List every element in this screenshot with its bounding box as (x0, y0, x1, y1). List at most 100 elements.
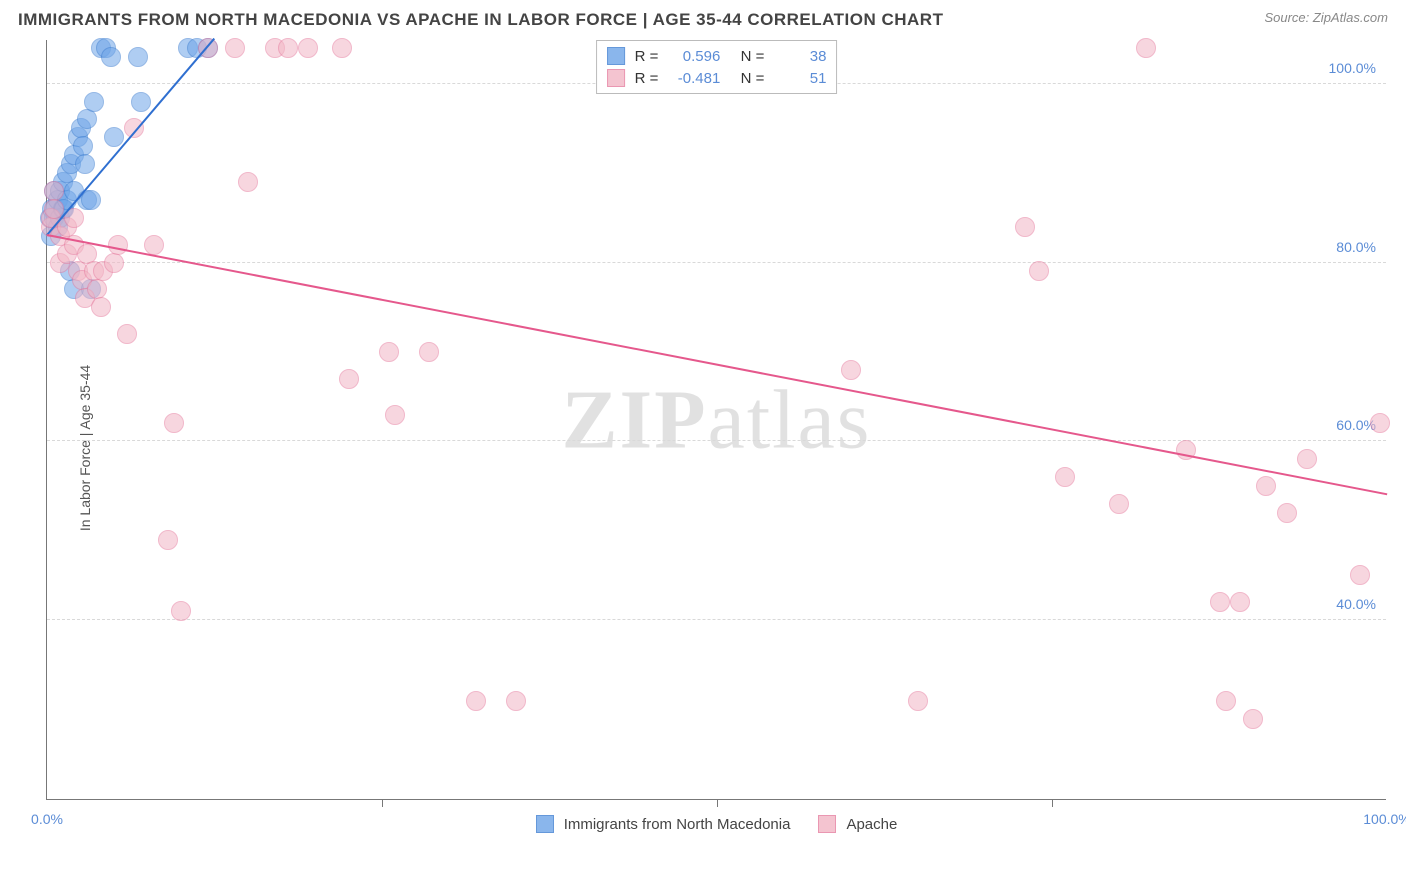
data-point (72, 270, 92, 290)
data-point (278, 38, 298, 58)
gridline (47, 619, 1386, 620)
data-point (419, 342, 439, 362)
legend-item-1: Apache (818, 815, 897, 833)
data-point (1230, 592, 1250, 612)
data-point (1216, 691, 1236, 711)
data-point (64, 181, 84, 201)
source-attribution: Source: ZipAtlas.com (1264, 10, 1388, 25)
data-point (75, 154, 95, 174)
data-point (1055, 467, 1075, 487)
data-point (506, 691, 526, 711)
n-label: N = (741, 70, 765, 87)
data-point (339, 369, 359, 389)
series-legend: Immigrants from North Macedonia Apache (47, 815, 1386, 833)
data-point (50, 181, 70, 201)
y-tick-label: 100.0% (1329, 60, 1376, 76)
legend-item-0: Immigrants from North Macedonia (536, 815, 791, 833)
data-point (164, 413, 184, 433)
data-point (81, 279, 101, 299)
data-point (332, 38, 352, 58)
data-point (68, 127, 88, 147)
data-point (104, 127, 124, 147)
data-point (68, 261, 88, 281)
data-point (1015, 217, 1035, 237)
data-point (1297, 449, 1317, 469)
n-value-1: 51 (770, 70, 826, 87)
legend-label-0: Immigrants from North Macedonia (564, 816, 791, 833)
data-point (238, 172, 258, 192)
source-label: Source: (1264, 10, 1312, 25)
data-point (53, 172, 73, 192)
data-point (1136, 38, 1156, 58)
data-point (91, 297, 111, 317)
x-tick (1052, 799, 1053, 807)
data-point (57, 163, 77, 183)
trend-line (47, 234, 1387, 495)
data-point (117, 324, 137, 344)
y-tick-label: 80.0% (1336, 239, 1376, 255)
r-label: R = (635, 70, 659, 87)
y-tick-label: 60.0% (1336, 417, 1376, 433)
swatch-icon (818, 815, 836, 833)
data-point (64, 279, 84, 299)
data-point (61, 154, 81, 174)
data-point (144, 235, 164, 255)
data-point (71, 118, 91, 138)
data-point (84, 261, 104, 281)
swatch-icon (607, 69, 625, 87)
data-point (50, 253, 70, 273)
data-point (41, 208, 61, 228)
data-point (96, 38, 116, 58)
data-point (158, 530, 178, 550)
data-point (298, 38, 318, 58)
data-point (75, 288, 95, 308)
chart-title: IMMIGRANTS FROM NORTH MACEDONIA VS APACH… (18, 10, 943, 30)
stats-legend: R = 0.596 N = 38 R = -0.481 N = 51 (596, 40, 838, 94)
n-label: N = (741, 48, 765, 65)
r-value-0: 0.596 (664, 48, 720, 65)
data-point (1109, 494, 1129, 514)
scatter-plot: ZIPatlas R = 0.596 N = 38 R = -0.481 N =… (46, 40, 1386, 800)
watermark-bold: ZIP (562, 373, 708, 466)
data-point (77, 109, 97, 129)
data-point (101, 47, 121, 67)
watermark-light: atlas (708, 373, 872, 466)
data-point (1256, 476, 1276, 496)
data-point (87, 279, 107, 299)
n-value-0: 38 (770, 48, 826, 65)
r-label: R = (635, 48, 659, 65)
header-bar: IMMIGRANTS FROM NORTH MACEDONIA VS APACH… (0, 0, 1406, 34)
data-point (84, 92, 104, 112)
r-value-1: -0.481 (664, 70, 720, 87)
x-tick-label: 0.0% (31, 811, 63, 827)
data-point (104, 253, 124, 273)
data-point (225, 38, 245, 58)
stats-row-series-1: R = -0.481 N = 51 (607, 67, 827, 89)
data-point (1277, 503, 1297, 523)
data-point (841, 360, 861, 380)
gridline (47, 440, 1386, 441)
data-point (44, 181, 64, 201)
data-point (1210, 592, 1230, 612)
data-point (81, 190, 101, 210)
legend-label-1: Apache (846, 816, 897, 833)
data-point (93, 261, 113, 281)
data-point (1243, 709, 1263, 729)
data-point (44, 181, 64, 201)
data-point (91, 38, 111, 58)
data-point (131, 92, 151, 112)
x-tick (717, 799, 718, 807)
data-point (1029, 261, 1049, 281)
x-tick (382, 799, 383, 807)
swatch-icon (536, 815, 554, 833)
data-point (64, 145, 84, 165)
data-point (178, 38, 198, 58)
x-tick-label: 100.0% (1363, 811, 1406, 827)
data-point (42, 199, 62, 219)
y-tick-label: 40.0% (1336, 596, 1376, 612)
data-point (265, 38, 285, 58)
data-point (908, 691, 928, 711)
data-point (466, 691, 486, 711)
data-point (73, 136, 93, 156)
data-point (379, 342, 399, 362)
